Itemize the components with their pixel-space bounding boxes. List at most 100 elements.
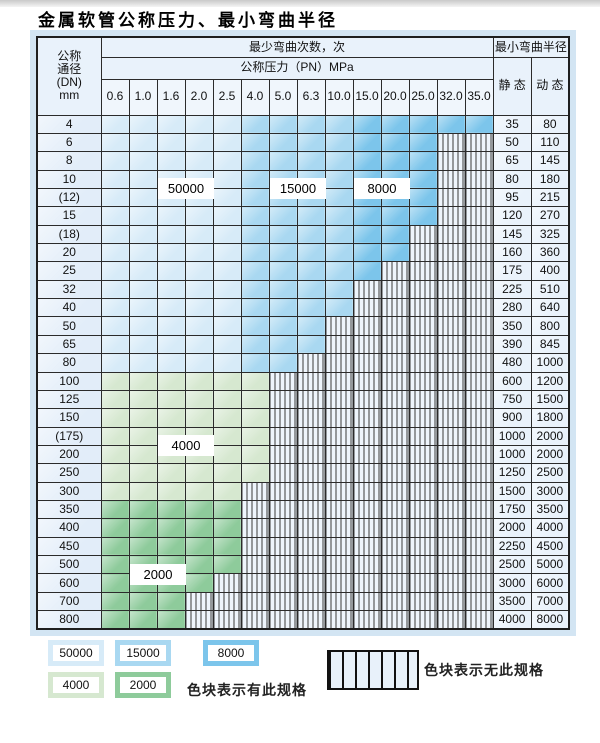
spec-unavailable-cell [380, 463, 410, 483]
static-radius-cell: 175 [492, 261, 532, 281]
spec-unavailable-cell [436, 555, 466, 575]
spec-unavailable-cell [352, 536, 382, 557]
dynamic-radius-cell: 4000 [530, 518, 570, 538]
spec-available-cell [100, 114, 130, 134]
dn-cell: 80 [36, 353, 102, 373]
spec-available-cell [324, 298, 354, 318]
table-row: 700 3500 7000 [36, 591, 570, 612]
spec-unavailable-cell [436, 426, 466, 446]
spec-unavailable-cell [352, 591, 382, 612]
spec-available-cell [296, 243, 326, 263]
dynamic-radius-cell: 145 [530, 151, 570, 171]
spec-available-cell [184, 463, 214, 483]
spec-unavailable-cell [464, 132, 494, 153]
legend-no-spec-hatch-box [327, 650, 419, 690]
spec-available-cell [128, 169, 158, 189]
dynamic-radius-cell: 180 [530, 169, 570, 189]
spec-unavailable-cell [352, 573, 382, 593]
spec-unavailable-cell [296, 610, 326, 630]
spec-available-cell [268, 334, 298, 355]
spec-available-cell [156, 371, 186, 391]
spec-unavailable-cell [268, 500, 298, 520]
spec-available-cell [128, 481, 158, 502]
spec-unavailable-cell [324, 573, 354, 593]
dn-cell: 500 [36, 555, 102, 575]
spec-available-cell [128, 389, 158, 410]
dynamic-radius-cell: 2000 [530, 426, 570, 446]
static-radius-cell: 65 [492, 151, 532, 171]
spec-unavailable-cell [436, 187, 466, 208]
table-row: 400 2000 4000 [36, 518, 570, 538]
spec-unavailable-cell [296, 389, 326, 410]
dynamic-header: 动 态 [530, 56, 570, 116]
spec-available-cell [184, 261, 214, 281]
spec-available-cell [352, 151, 382, 171]
static-radius-cell: 900 [492, 408, 532, 428]
spec-available-cell [100, 536, 130, 557]
spec-unavailable-cell [240, 500, 270, 520]
spec-unavailable-cell [184, 591, 214, 612]
spec-unavailable-cell [464, 169, 494, 189]
spec-available-cell [128, 426, 158, 446]
spec-available-cell [184, 243, 214, 263]
spec-available-cell [100, 371, 130, 391]
spec-unavailable-cell [464, 389, 494, 410]
spec-available-cell [324, 169, 354, 189]
dn-cell: 6 [36, 132, 102, 153]
spec-unavailable-cell [408, 261, 438, 281]
dn-cell: 8 [36, 151, 102, 171]
pressure-col-header: 1.6 [156, 78, 186, 116]
spec-unavailable-cell [268, 389, 298, 410]
dynamic-radius-cell: 7000 [530, 591, 570, 612]
spec-available-cell [352, 132, 382, 153]
spec-available-cell [408, 132, 438, 153]
table-row: 250 1250 2500 [36, 463, 570, 483]
spec-available-cell [296, 114, 326, 134]
spec-available-cell [408, 151, 438, 171]
spec-available-cell [128, 444, 158, 465]
spec-unavailable-cell [408, 224, 438, 245]
spec-unavailable-cell [464, 500, 494, 520]
spec-available-cell [100, 187, 130, 208]
spec-available-cell [128, 591, 158, 612]
spec-unavailable-cell [380, 298, 410, 318]
spec-unavailable-cell [352, 518, 382, 538]
table-row: 500 2500 5000 [36, 555, 570, 575]
table-row: (175) 1000 2000 [36, 426, 570, 446]
spec-available-cell [212, 187, 242, 208]
spec-unavailable-cell [464, 371, 494, 391]
spec-unavailable-cell [268, 518, 298, 538]
page-top-strip [0, 0, 600, 7]
dynamic-radius-cell: 800 [530, 316, 570, 336]
dn-cell: 4 [36, 114, 102, 134]
spec-available-cell [100, 555, 130, 575]
spec-available-cell [128, 243, 158, 263]
spec-available-cell [100, 500, 130, 520]
static-radius-cell: 280 [492, 298, 532, 318]
spec-available-cell [324, 132, 354, 153]
spec-available-cell [380, 243, 410, 263]
table-row: 125 750 1500 [36, 389, 570, 410]
dynamic-radius-cell: 3500 [530, 500, 570, 520]
dynamic-radius-cell: 5000 [530, 555, 570, 575]
spec-available-cell [268, 279, 298, 300]
spec-available-cell [128, 224, 158, 245]
static-radius-cell: 1000 [492, 444, 532, 465]
spec-available-cell [296, 279, 326, 300]
spec-unavailable-cell [408, 518, 438, 538]
pressure-header: 公称压力（PN）MPa [100, 56, 494, 80]
spec-available-cell [128, 279, 158, 300]
static-radius-cell: 600 [492, 371, 532, 391]
spec-unavailable-cell [268, 573, 298, 593]
spec-available-cell [128, 114, 158, 134]
table-row: 80 480 1000 [36, 353, 570, 373]
spec-unavailable-cell [324, 444, 354, 465]
spec-unavailable-cell [324, 426, 354, 446]
spec-unavailable-cell [240, 518, 270, 538]
spec-available-cell [184, 481, 214, 502]
spec-available-cell [240, 206, 270, 226]
legend-has-spec-text: 色块表示有此规格 [187, 682, 307, 698]
spec-available-cell [240, 316, 270, 336]
spec-unavailable-cell [380, 500, 410, 520]
spec-available-cell [156, 151, 186, 171]
